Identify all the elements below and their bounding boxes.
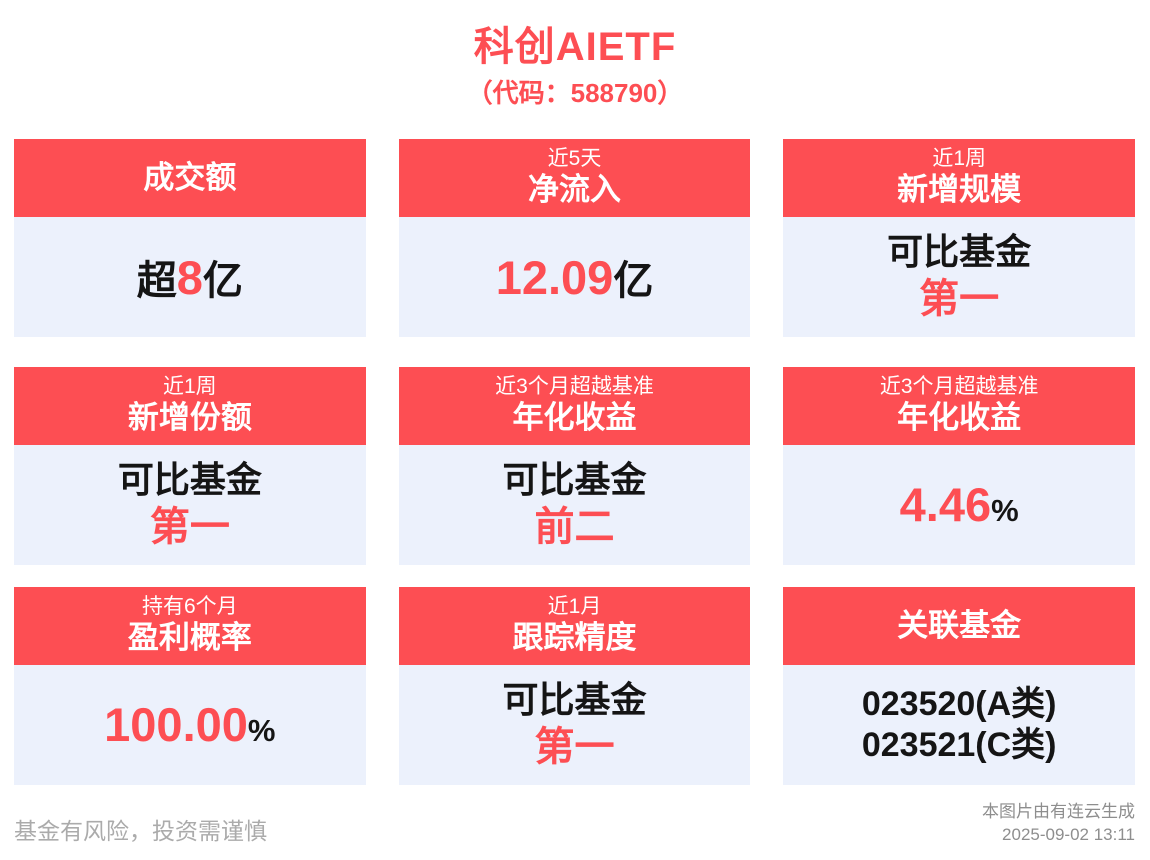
value-main: 12.09	[495, 250, 614, 304]
card-new-shares-header: 近1周 新增份额	[14, 366, 366, 445]
card-period-label: 近3个月超越基准	[879, 374, 1039, 398]
card-profit-probability-header: 持有6个月 盈利概率	[14, 586, 366, 665]
page-title: 科创AIETF	[473, 25, 677, 69]
value-line: 12.09 亿	[496, 248, 654, 306]
card-annualized-return-rank-value: 可比基金 前二	[398, 444, 751, 565]
value-line-1: 可比基金	[502, 679, 647, 721]
card-profit-probability-value: 100.00%	[14, 664, 366, 785]
fund-code: （代码：588790）	[466, 78, 684, 108]
card-period-label: 近1月	[547, 594, 602, 618]
card-net-inflow: 近5天 净流入 12.09 亿	[398, 138, 751, 337]
value-main: 4.46	[899, 478, 992, 532]
card-annualized-return-value: 4.46%	[783, 444, 1136, 565]
card-new-shares-value: 可比基金 第一	[14, 444, 366, 565]
value-unit: 亿	[202, 258, 243, 303]
value-unit: 亿	[613, 258, 654, 303]
generator-source: 本图片由有连云生成	[982, 801, 1135, 821]
card-related-funds: 关联基金 023520(A类) 023521(C类)	[783, 586, 1136, 785]
card-period-label: 近1周	[932, 146, 987, 170]
card-tracking-precision-header: 近1月 跟踪精度	[398, 586, 751, 665]
card-metric-label: 跟踪精度	[512, 620, 637, 656]
risk-disclaimer: 基金有风险，投资需谨慎	[14, 817, 267, 844]
card-annualized-return-header: 近3个月超越基准 年化收益	[783, 366, 1136, 445]
card-new-scale-header: 近1周 新增规模	[783, 138, 1136, 217]
card-profit-probability: 持有6个月 盈利概率 100.00%	[14, 586, 366, 785]
value-line: 100.00%	[104, 697, 275, 752]
card-tracking-precision: 近1月 跟踪精度 可比基金 第一	[398, 586, 751, 785]
stats-row-3: 持有6个月 盈利概率 100.00% 近1月 跟踪精度 可比基金 第一 关联基金…	[0, 586, 1150, 785]
card-tracking-precision-value: 可比基金 第一	[398, 664, 751, 785]
card-annualized-return-rank: 近3个月超越基准 年化收益 可比基金 前二	[398, 366, 751, 565]
card-net-inflow-header: 近5天 净流入	[398, 138, 751, 217]
generator-credit: 本图片由有连云生成 2025-09-02 13:11	[982, 801, 1135, 847]
page-header: 科创AIETF （代码：588790）	[0, 0, 1150, 109]
card-metric-label: 关联基金	[897, 607, 1022, 643]
card-period-label: 近1周	[162, 374, 217, 398]
value-line-1: 可比基金	[502, 459, 647, 501]
fund-code-a-class: 023520(A类)	[861, 685, 1057, 724]
stats-row-2: 近1周 新增份额 可比基金 第一 近3个月超越基准 年化收益 可比基金 前二 近…	[0, 366, 1150, 565]
card-metric-label: 成交额	[143, 159, 237, 195]
card-period-label: 近5天	[547, 146, 602, 170]
card-metric-label: 新增规模	[897, 172, 1022, 208]
value-prefix: 超	[136, 258, 177, 303]
value-main: 100.00	[104, 698, 248, 752]
card-new-shares: 近1周 新增份额 可比基金 第一	[14, 366, 366, 565]
card-related-funds-header: 关联基金	[783, 586, 1136, 665]
card-new-scale: 近1周 新增规模 可比基金 第一	[783, 138, 1136, 337]
card-metric-label: 年化收益	[897, 400, 1022, 436]
fund-code-c-class: 023521(C类)	[861, 725, 1057, 764]
value-line-1: 可比基金	[887, 231, 1032, 273]
card-related-funds-value: 023520(A类) 023521(C类)	[783, 664, 1136, 785]
card-metric-label: 净流入	[528, 172, 621, 208]
card-metric-label: 盈利概率	[127, 620, 252, 656]
generated-timestamp: 2025-09-02 13:11	[1002, 824, 1135, 844]
card-turnover-header: 成交额	[14, 138, 366, 217]
value-unit: %	[247, 713, 276, 749]
card-metric-label: 年化收益	[512, 400, 637, 436]
card-annualized-return-rank-header: 近3个月超越基准 年化收益	[398, 366, 751, 445]
value-line-2: 第一	[149, 505, 230, 550]
value-line: 4.46%	[900, 477, 1019, 532]
card-net-inflow-value: 12.09 亿	[398, 216, 751, 337]
page-footer: 基金有风险，投资需谨慎 本图片由有连云生成 2025-09-02 13:11	[0, 801, 1150, 847]
value-line-2: 前二	[534, 505, 615, 550]
value-line-2: 第一	[534, 725, 615, 770]
value-line-1: 可比基金	[117, 459, 262, 501]
card-period-label: 持有6个月	[141, 594, 238, 618]
value-unit: %	[991, 493, 1019, 529]
value-main: 8	[176, 250, 203, 304]
card-new-scale-value: 可比基金 第一	[783, 216, 1136, 337]
card-period-label: 近3个月超越基准	[495, 374, 654, 398]
value-line-2: 第一	[919, 277, 1000, 322]
card-metric-label: 新增份额	[127, 400, 252, 436]
card-annualized-return: 近3个月超越基准 年化收益 4.46%	[783, 366, 1136, 565]
